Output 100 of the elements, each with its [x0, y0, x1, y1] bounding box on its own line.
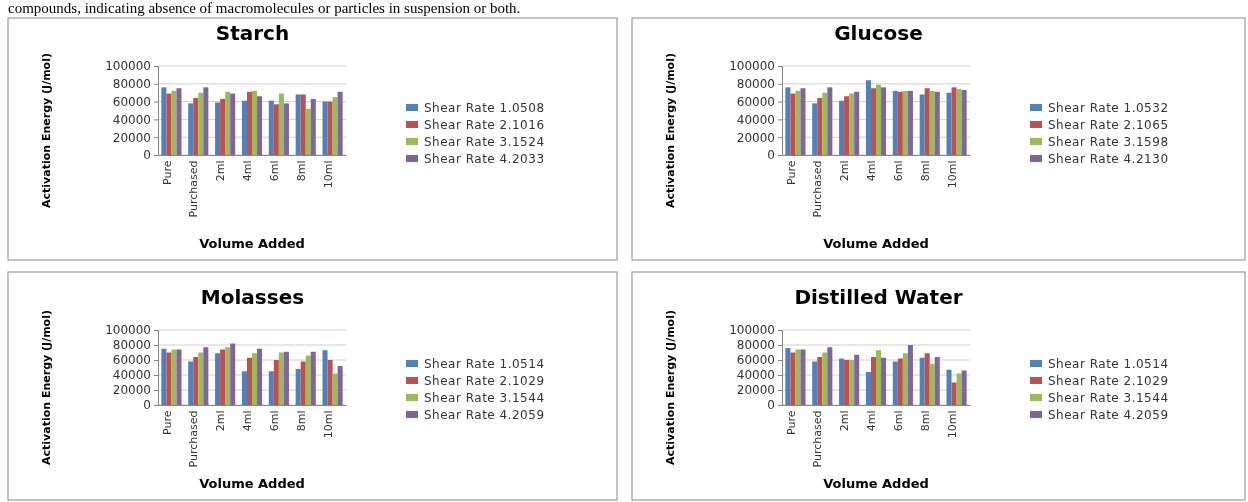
y-tick-label: 80000: [112, 77, 151, 92]
bar: [892, 361, 898, 405]
bar: [257, 348, 263, 405]
bar: [300, 94, 306, 155]
y-axis-title: Activation Energy (J/mol): [664, 310, 677, 465]
bar: [956, 373, 962, 405]
legend-label: Shear Rate 4.2059: [424, 408, 545, 422]
bar: [844, 360, 850, 405]
bar: [193, 98, 199, 155]
x-axis-title: Volume Added: [199, 236, 305, 251]
y-tick-label: 0: [767, 398, 775, 413]
bar: [929, 363, 935, 405]
bar: [902, 353, 908, 405]
x-tick-label: Purchased: [811, 160, 825, 218]
bar: [161, 87, 167, 155]
bar: [854, 91, 860, 155]
bar: [849, 93, 855, 155]
bar: [268, 100, 274, 155]
text: compounds, indicating absence of macromolecules or particles in suspension or both.: [8, 0, 521, 16]
bar: [817, 98, 823, 155]
bar: [907, 345, 913, 405]
bar: [924, 353, 930, 405]
bar: [215, 353, 221, 405]
bar: [225, 347, 231, 405]
bar: [934, 91, 940, 155]
bar: [902, 90, 908, 155]
bar: [892, 90, 898, 155]
y-tick-label: 100000: [105, 323, 151, 338]
bar: [946, 369, 952, 405]
y-tick-label: 20000: [112, 130, 151, 145]
bar: [961, 370, 967, 405]
y-tick-label: 100000: [105, 59, 151, 74]
bar: [961, 90, 967, 155]
x-tick-label: Pure: [784, 160, 798, 185]
bar: [790, 352, 796, 405]
y-axis-title: Activation Energy (J/mol): [40, 310, 53, 465]
legend-label: Shear Rate 3.1544: [424, 391, 545, 405]
bar: [827, 87, 833, 155]
bar: [897, 91, 903, 155]
bar: [283, 103, 289, 155]
bar: [225, 91, 231, 155]
bar: [166, 93, 172, 155]
bar: [220, 349, 226, 405]
bar: [295, 369, 301, 405]
y-tick-label: 40000: [736, 368, 775, 383]
bar: [897, 358, 903, 405]
bar: [929, 90, 935, 155]
bar: [785, 87, 791, 155]
bar: [268, 371, 274, 405]
bar: [839, 358, 845, 405]
chart-title: Glucose: [834, 21, 923, 45]
chart-title: Starch: [215, 21, 290, 45]
bar: [310, 98, 316, 155]
x-tick-label: 10ml: [321, 410, 335, 439]
bar: [278, 93, 284, 155]
bar: [300, 361, 306, 405]
bar: [870, 88, 876, 155]
x-axis-title: Volume Added: [823, 236, 929, 251]
x-tick-label: 8ml: [918, 410, 932, 432]
y-tick-label: 40000: [112, 368, 151, 383]
x-tick-label: 10ml: [945, 160, 959, 189]
x-tick-label: 6ml: [268, 410, 282, 432]
bar: [188, 361, 194, 405]
bar: [332, 373, 338, 405]
y-tick-label: 0: [767, 148, 775, 163]
bar: [839, 100, 845, 155]
bar: [934, 357, 940, 405]
bar: [800, 88, 806, 155]
x-tick-label: 8ml: [294, 160, 308, 182]
legend-label: Shear Rate 1.0514: [424, 357, 545, 371]
bar: [812, 361, 818, 405]
x-axis-title: Volume Added: [199, 476, 305, 491]
bar: [161, 348, 167, 405]
y-axis-title: Activation Energy (J/mol): [664, 53, 677, 208]
x-tick-label: 10ml: [321, 160, 335, 189]
bar: [919, 94, 925, 155]
bar: [257, 96, 263, 155]
bar: [876, 84, 882, 155]
x-tick-label: Purchased: [187, 410, 201, 468]
y-tick-label: 40000: [736, 112, 775, 127]
y-tick-label: 100000: [729, 59, 775, 74]
bar: [919, 357, 925, 405]
x-tick-label: 2ml: [838, 160, 852, 182]
legend-label: Shear Rate 4.2130: [1048, 152, 1169, 166]
bar: [946, 92, 952, 155]
bar: [273, 104, 279, 155]
bar: [785, 348, 791, 405]
bar: [203, 87, 209, 155]
bar: [907, 90, 913, 155]
bar: [817, 357, 823, 405]
x-tick-label: 6ml: [268, 160, 282, 182]
bar: [849, 360, 855, 405]
bar: [198, 92, 204, 155]
y-tick-label: 100000: [729, 323, 775, 338]
bar: [310, 351, 316, 405]
legend-label: Shear Rate 2.1029: [424, 374, 545, 388]
y-tick-label: 0: [143, 148, 151, 163]
y-tick-label: 20000: [736, 383, 775, 398]
bar: [273, 360, 279, 405]
y-tick-label: 60000: [736, 94, 775, 109]
